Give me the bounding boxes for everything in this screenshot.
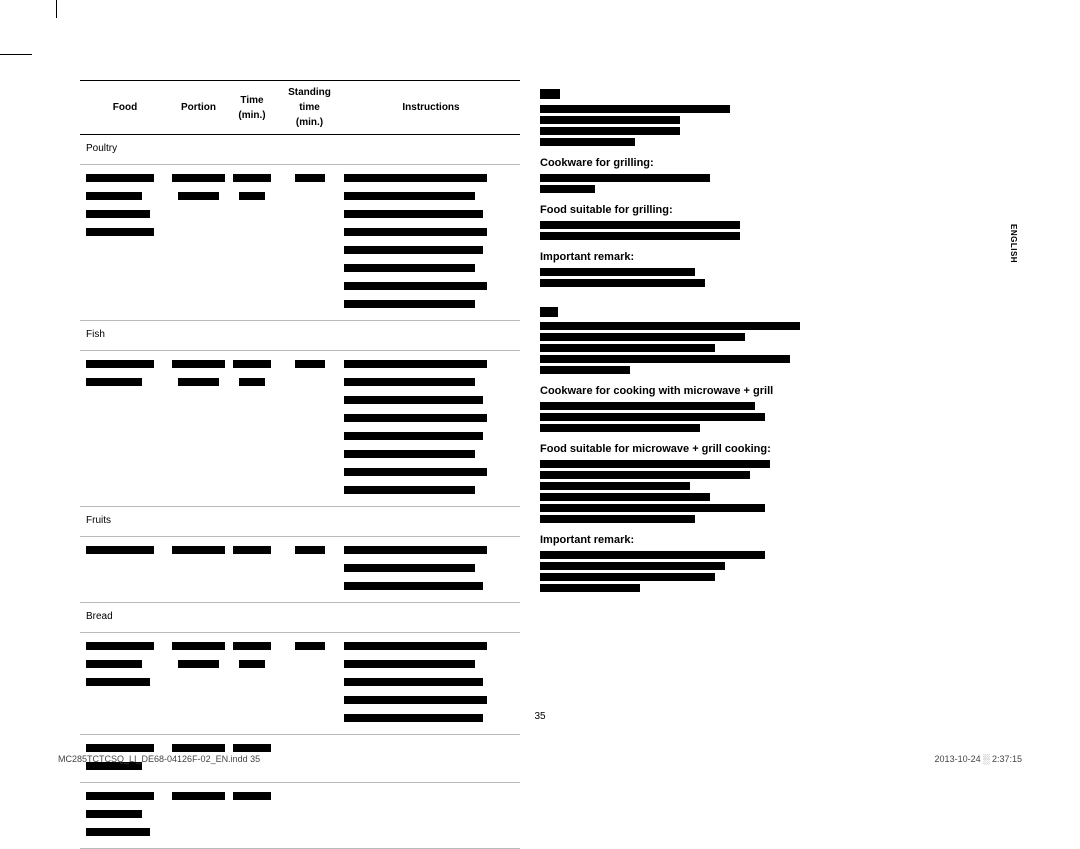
section-heading: Cookware for cooking with microwave + gr… [540, 383, 1000, 400]
table-cell [227, 351, 277, 507]
section-heading: Cookware for grilling: [540, 155, 1000, 172]
body-text-redacted [540, 105, 1000, 146]
two-column-layout: Food Portion Time(min.) Standingtime(min… [80, 54, 1000, 674]
table-cell [277, 351, 342, 507]
section-heading: Food suitable for grilling: [540, 202, 1000, 219]
category-label: Bread [80, 603, 520, 633]
section-heading-redacted [540, 302, 1000, 321]
table-category-row: Fruits [80, 507, 520, 537]
table-cell [342, 537, 520, 603]
footer-filename: MC285TCTCSQ_LI_DE68-04126F-02_EN.indd 35 [58, 754, 260, 764]
table-cell [277, 735, 342, 783]
page-number: 35 [0, 711, 1080, 722]
table-cell [227, 537, 277, 603]
table-row [80, 537, 520, 603]
body-text-redacted [540, 174, 1000, 193]
col-portion: Portion [170, 81, 227, 135]
col-time: Time(min.) [227, 81, 277, 135]
category-label: Fruits [80, 507, 520, 537]
table-row [80, 351, 520, 507]
table-category-row: Fish [80, 321, 520, 351]
body-text-redacted [540, 460, 1000, 523]
table-category-row: Bread [80, 603, 520, 633]
table-cell [80, 351, 170, 507]
language-label: ENGLISH [1009, 224, 1018, 263]
section-heading: Food suitable for microwave + grill cook… [540, 441, 1000, 458]
body-text-redacted [540, 402, 1000, 432]
section-heading: Important remark: [540, 532, 1000, 549]
table-cell [342, 735, 520, 783]
table-cell [277, 165, 342, 321]
category-label: Fish [80, 321, 520, 351]
table-cell [277, 537, 342, 603]
col-food: Food [80, 81, 170, 135]
table-cell [170, 351, 227, 507]
table-cell [342, 783, 520, 849]
section-heading: Important remark: [540, 249, 1000, 266]
table-header: Food Portion Time(min.) Standingtime(min… [80, 81, 520, 135]
table-cell [80, 537, 170, 603]
crop-mark-horizontal [0, 54, 32, 55]
left-column: Food Portion Time(min.) Standingtime(min… [80, 80, 520, 674]
table-cell [170, 537, 227, 603]
table-row [80, 165, 520, 321]
table-row [80, 783, 520, 849]
table-category-row: Poultry [80, 135, 520, 165]
col-standing: Standingtime(min.) [277, 81, 342, 135]
footer-timestamp: 2013-10-24 ░ 2:37:15 [935, 754, 1022, 764]
body-text-redacted [540, 322, 1000, 374]
body-text-redacted [540, 221, 1000, 240]
table-cell [80, 165, 170, 321]
category-label: Poultry [80, 135, 520, 165]
body-text-redacted [540, 551, 1000, 592]
table-cell [80, 783, 170, 849]
section-heading-redacted [540, 84, 1000, 103]
table-cell [170, 783, 227, 849]
table-body: Poultry Fish Fruits Bread [80, 135, 520, 849]
crop-mark-vertical [56, 0, 57, 18]
table-cell [227, 165, 277, 321]
table-cell [227, 783, 277, 849]
content-area: ENGLISH Food Portion Time(min.) Standing… [56, 54, 1024, 738]
table-cell [342, 351, 520, 507]
table-cell [277, 783, 342, 849]
table-cell [342, 165, 520, 321]
right-column: Cookware for grilling: Food suitable for … [540, 80, 1000, 674]
page: ENGLISH Food Portion Time(min.) Standing… [0, 0, 1080, 792]
table-cell [170, 165, 227, 321]
defrost-table: Food Portion Time(min.) Standingtime(min… [80, 80, 520, 849]
col-instructions: Instructions [342, 81, 520, 135]
body-text-redacted [540, 268, 1000, 287]
